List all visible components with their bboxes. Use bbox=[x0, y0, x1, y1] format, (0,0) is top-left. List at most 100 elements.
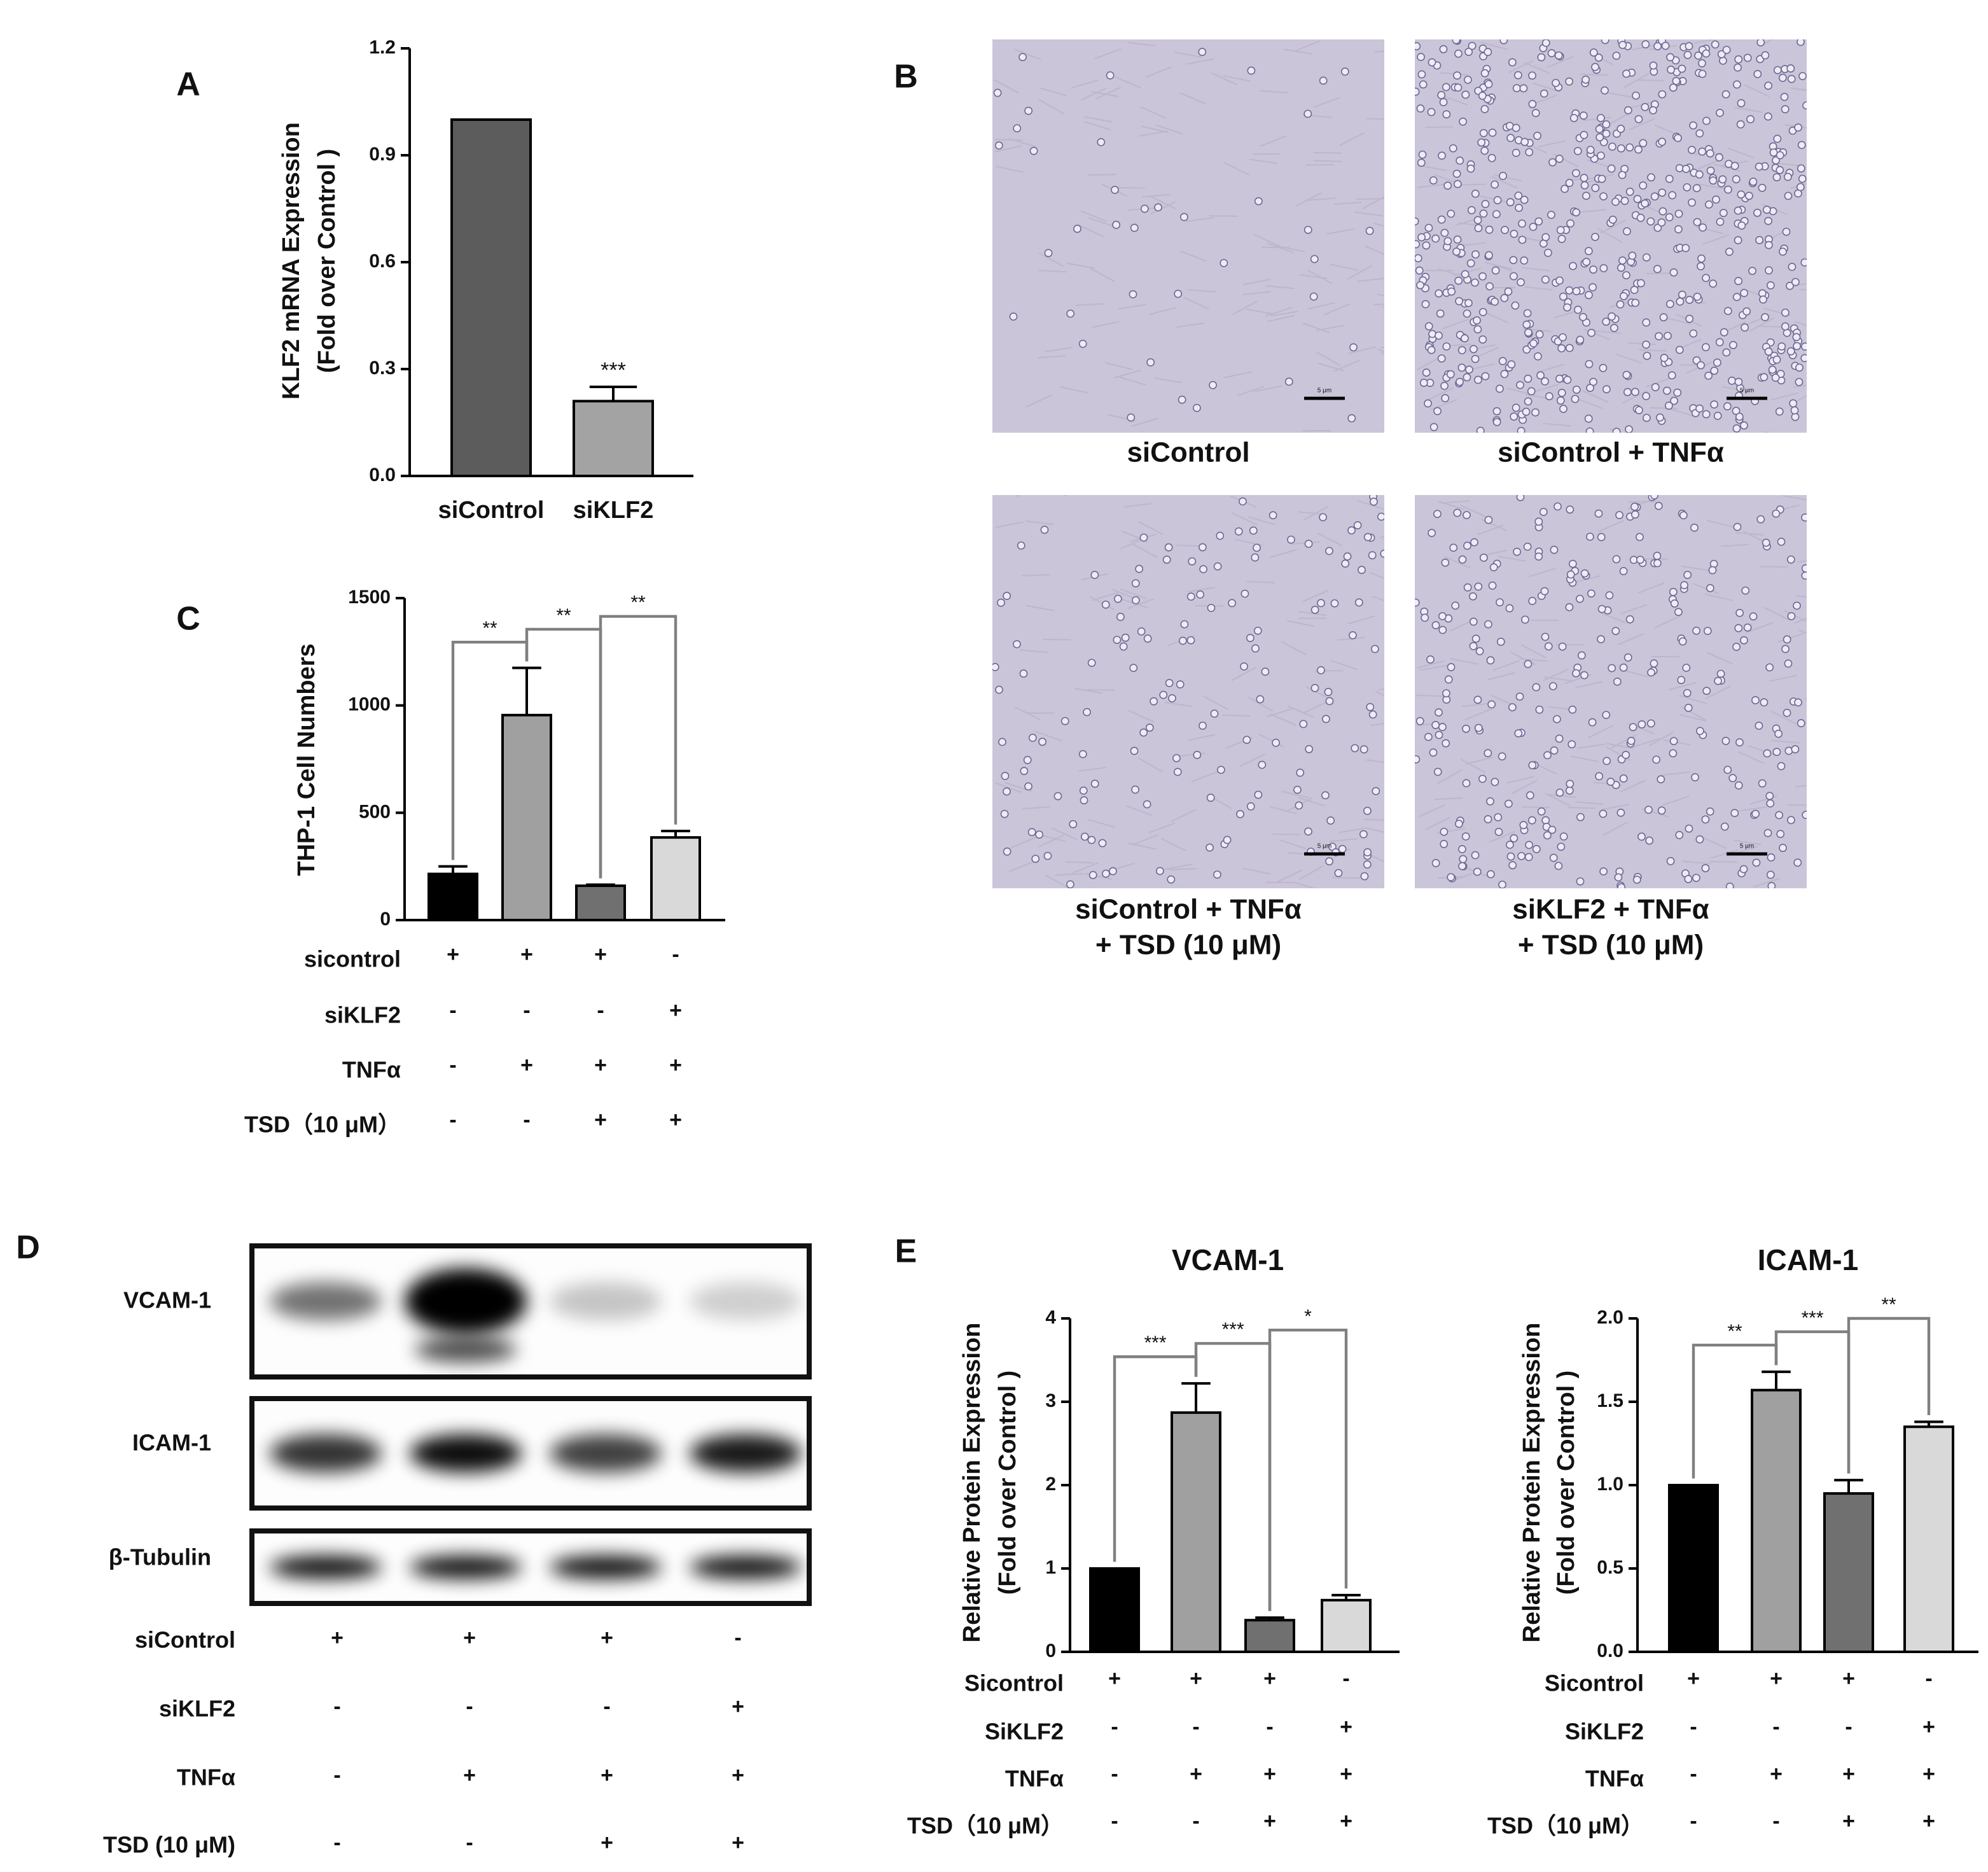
cell bbox=[1736, 120, 1745, 129]
cell bbox=[1641, 199, 1650, 208]
cell-streak bbox=[1749, 317, 1774, 332]
cell-streak bbox=[1020, 649, 1048, 653]
cell bbox=[1528, 71, 1536, 80]
cell bbox=[1424, 223, 1433, 232]
cell-streak bbox=[1365, 818, 1384, 821]
cell bbox=[1753, 209, 1762, 217]
cell bbox=[1658, 137, 1666, 146]
cell bbox=[1517, 426, 1526, 433]
cell bbox=[1787, 611, 1796, 620]
cell bbox=[1651, 383, 1660, 391]
cell bbox=[1044, 249, 1053, 258]
cell-streak bbox=[1255, 385, 1282, 393]
cell bbox=[1317, 666, 1325, 674]
cell bbox=[1464, 48, 1473, 56]
cell bbox=[1698, 147, 1707, 156]
cell-streak bbox=[1379, 535, 1384, 539]
cell bbox=[1765, 792, 1774, 800]
cell-streak bbox=[1035, 730, 1062, 742]
cell bbox=[1365, 227, 1374, 235]
cell-streak bbox=[1211, 72, 1238, 86]
cell-streak bbox=[1370, 723, 1384, 727]
cell bbox=[1031, 855, 1040, 863]
cell bbox=[1449, 144, 1457, 153]
cell bbox=[1529, 223, 1538, 231]
cell bbox=[1325, 857, 1333, 866]
cell bbox=[1694, 52, 1702, 60]
cell bbox=[1599, 363, 1608, 372]
cell bbox=[1762, 206, 1771, 214]
cell bbox=[1253, 543, 1261, 552]
cell bbox=[1782, 227, 1791, 236]
cell bbox=[1555, 374, 1564, 383]
cell bbox=[1620, 197, 1629, 206]
cell bbox=[1744, 192, 1753, 200]
cell bbox=[1188, 557, 1197, 566]
condition-label: TNFα bbox=[1585, 1766, 1644, 1792]
cell bbox=[1424, 732, 1433, 741]
cell-streak bbox=[1802, 722, 1807, 726]
cell bbox=[1377, 512, 1384, 521]
cell bbox=[1506, 852, 1515, 861]
cell bbox=[1618, 256, 1627, 265]
cell bbox=[1121, 633, 1130, 642]
cell-streak bbox=[1639, 349, 1667, 352]
cell bbox=[1662, 386, 1671, 395]
significance-label: *** bbox=[601, 358, 626, 382]
cell bbox=[1781, 645, 1790, 653]
cell bbox=[1789, 399, 1798, 408]
cell-streak bbox=[1357, 499, 1384, 510]
cell-streak bbox=[1459, 504, 1486, 517]
cell bbox=[1239, 497, 1247, 506]
cell bbox=[1576, 813, 1585, 821]
cell bbox=[1155, 867, 1164, 876]
condition-sign: + bbox=[1108, 1666, 1121, 1691]
cell-streak bbox=[1269, 548, 1297, 559]
y-axis-label: (Fold over Control ) bbox=[1553, 1371, 1580, 1595]
cell bbox=[1206, 843, 1214, 852]
cell bbox=[1630, 510, 1639, 519]
cell bbox=[1642, 253, 1651, 262]
cell-streak bbox=[1646, 377, 1673, 388]
cell bbox=[1758, 183, 1767, 192]
cell-streak bbox=[1276, 869, 1303, 883]
cell bbox=[1574, 305, 1582, 314]
cell bbox=[1734, 55, 1743, 64]
blot-label: ICAM-1 bbox=[132, 1430, 211, 1456]
cell bbox=[1636, 555, 1644, 564]
condition-sign: + bbox=[601, 1831, 613, 1855]
condition-sign: + bbox=[1687, 1666, 1700, 1691]
cell bbox=[1368, 551, 1377, 560]
cell bbox=[1620, 292, 1628, 300]
cell bbox=[1665, 300, 1674, 309]
cell bbox=[1433, 510, 1442, 519]
cell bbox=[994, 141, 1003, 150]
significance-bracket bbox=[1268, 1329, 1348, 1611]
cell-streak bbox=[1771, 392, 1799, 401]
cell bbox=[1441, 394, 1450, 403]
cell bbox=[1582, 258, 1591, 267]
band bbox=[690, 1556, 802, 1579]
cell bbox=[1528, 761, 1537, 770]
cell-streak bbox=[1462, 702, 1491, 708]
cell bbox=[1565, 286, 1574, 295]
cell-streak bbox=[1266, 708, 1294, 718]
condition-sign: - bbox=[466, 1831, 473, 1855]
cell bbox=[1732, 643, 1741, 651]
cell bbox=[1749, 612, 1758, 621]
cell-streak bbox=[1370, 572, 1384, 579]
cell-streak bbox=[1487, 672, 1515, 680]
cell bbox=[1258, 760, 1267, 769]
error-bar bbox=[1331, 1593, 1361, 1600]
cell bbox=[1532, 845, 1541, 853]
cell bbox=[1234, 527, 1243, 536]
cell-streak bbox=[1055, 873, 1083, 876]
cell bbox=[1780, 92, 1789, 101]
cell bbox=[1582, 192, 1590, 200]
cell bbox=[1713, 412, 1722, 420]
cell bbox=[1692, 626, 1700, 635]
cell bbox=[1254, 197, 1263, 206]
cell bbox=[1415, 716, 1424, 725]
cell bbox=[1023, 756, 1032, 764]
cell bbox=[1587, 328, 1595, 337]
